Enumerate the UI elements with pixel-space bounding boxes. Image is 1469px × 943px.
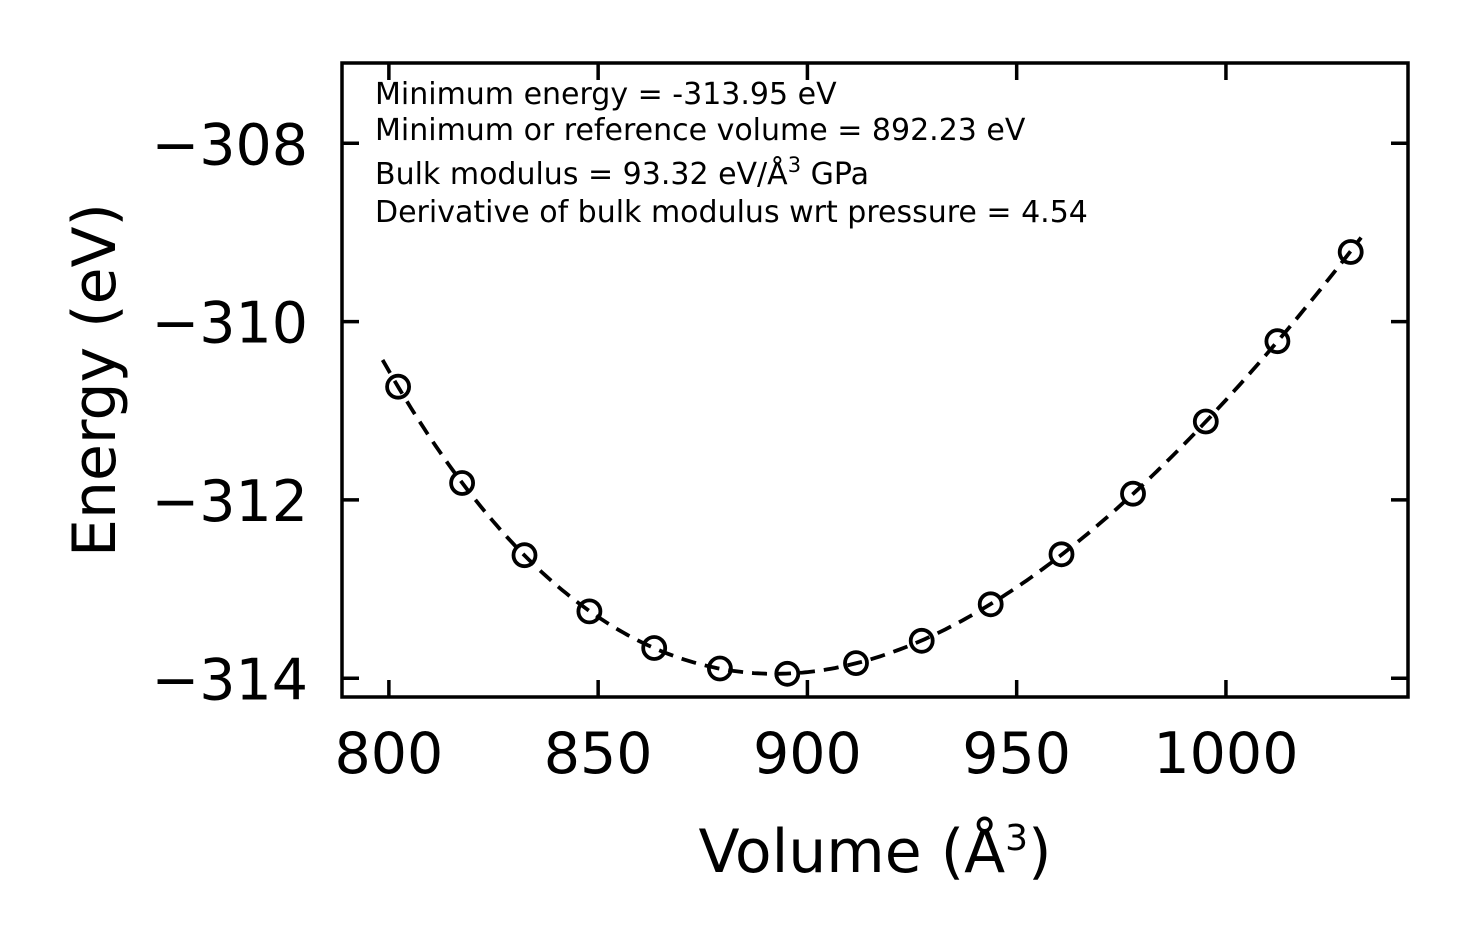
data-point: [1192, 408, 1219, 435]
data-point: [774, 660, 801, 687]
x-axis-label: Volume (Å3): [698, 816, 1051, 887]
eos-fit-curve: [380, 236, 1363, 676]
data-point: [449, 470, 476, 496]
x-tick-label: 900: [753, 721, 862, 787]
annotation-line-4: Derivative of bulk modulus wrt pressure …: [375, 195, 1088, 230]
data-point: [576, 598, 603, 625]
data-point: [1048, 541, 1075, 568]
data-point: [511, 542, 538, 569]
annotation-line-2: Minimum or reference volume = 892.23 eV: [375, 113, 1026, 148]
data-point: [908, 627, 935, 654]
data-point: [641, 635, 668, 661]
data-point: [385, 373, 412, 400]
data-point: [707, 655, 733, 682]
y-tick-label: −314: [151, 647, 308, 713]
y-tick-label: −312: [151, 469, 308, 535]
data-point: [1264, 328, 1291, 355]
annotation-line-1: Minimum energy = -313.95 eV: [375, 77, 837, 112]
x-ticks: 800 850 900 950 1000: [334, 63, 1298, 787]
data-point: [1337, 239, 1364, 265]
x-tick-label: 950: [962, 721, 1071, 787]
annotation: Minimum energy = -313.95 eV Minimum or r…: [375, 77, 1088, 230]
y-tick-label: −310: [151, 291, 308, 357]
data-point: [843, 650, 869, 676]
data-points: [385, 239, 1364, 687]
annotation-line-3: Bulk modulus = 93.32 eV/Å3 GPa: [375, 153, 869, 192]
data-point: [977, 591, 1004, 618]
x-tick-label: 800: [334, 721, 443, 787]
x-tick-label: 1000: [1153, 721, 1298, 787]
x-tick-label: 850: [544, 721, 653, 787]
plot-border: [340, 61, 1410, 699]
y-tick-label: −308: [151, 112, 308, 178]
y-ticks: −308 −310 −312 −314: [151, 112, 1408, 713]
data-point: [1120, 480, 1146, 507]
y-axis-label: Energy (eV): [60, 203, 130, 557]
